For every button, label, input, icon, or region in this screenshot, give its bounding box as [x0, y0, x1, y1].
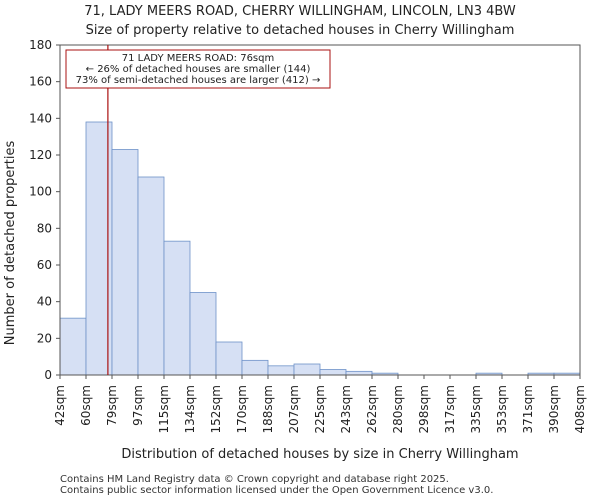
bar-243sqm — [345, 370, 373, 376]
annotation-line-1: 71 LADY MEERS ROAD: 76sqm — [122, 53, 274, 64]
bar-225sqm — [319, 369, 347, 376]
x-tick-label: 280sqm — [391, 385, 405, 433]
x-tick-label: 390sqm — [547, 385, 561, 433]
x-tick-label: 188sqm — [261, 385, 275, 433]
footer-line-1: Contains HM Land Registry data © Crown c… — [60, 474, 449, 485]
bar-42sqm — [59, 317, 87, 376]
y-tick-label: 60 — [37, 258, 52, 272]
x-tick-label: 97sqm — [131, 385, 145, 426]
annotation-line-3: 73% of semi-detached houses are larger (… — [76, 75, 321, 86]
y-ticks-group: 0 20 40 60 80 100 120 140 160 180 — [29, 38, 60, 382]
y-tick-label: 100 — [29, 185, 52, 199]
bar-79sqm — [111, 149, 139, 376]
y-tick-label: 160 — [29, 75, 52, 89]
chart-title: 71, LADY MEERS ROAD, CHERRY WILLINGHAM, … — [84, 4, 516, 19]
x-tick-label: 371sqm — [521, 385, 535, 433]
y-tick-label: 120 — [29, 148, 52, 162]
x-tick-label: 170sqm — [235, 385, 249, 433]
x-tick-label: 353sqm — [495, 385, 509, 433]
x-axis-label: Distribution of detached houses by size … — [121, 447, 518, 462]
bar-170sqm — [241, 359, 269, 376]
x-tick-label: 152sqm — [209, 385, 223, 433]
y-tick-label: 20 — [37, 331, 52, 345]
x-tick-label: 262sqm — [365, 385, 379, 433]
x-ticks-group: 42sqm 60sqm 79sqm 97sqm 115sqm 134sqm 152sqm 17… — [53, 375, 587, 433]
annotation-line-2: ← 26% of detached houses are smaller (14… — [86, 64, 311, 75]
annotation-box-border — [65, 49, 331, 89]
x-tick-label: 207sqm — [287, 385, 301, 433]
x-tick-label: 60sqm — [79, 385, 93, 426]
bar-188sqm — [267, 365, 295, 376]
x-tick-label: 134sqm — [183, 385, 197, 433]
y-axis-label: Number of detached properties — [3, 141, 18, 346]
x-tick-label: 335sqm — [469, 385, 483, 433]
y-tick-label: 40 — [37, 295, 52, 309]
x-tick-label: 243sqm — [339, 385, 353, 433]
annotation-box: 71 LADY MEERS ROAD: 76sqm ← 26% of detac… — [65, 49, 331, 89]
x-tick-label: 408sqm — [573, 385, 587, 433]
y-tick-label: 180 — [29, 38, 52, 52]
x-tick-label: 225sqm — [313, 385, 327, 433]
bar-134sqm — [189, 292, 217, 376]
x-tick-label: 115sqm — [157, 385, 171, 433]
x-tick-label: 298sqm — [417, 385, 431, 433]
bar-152sqm — [215, 341, 243, 376]
chart-subtitle: Size of property relative to detached ho… — [86, 23, 515, 38]
x-tick-label: 317sqm — [443, 385, 457, 433]
y-tick-label: 80 — [37, 221, 52, 235]
y-tick-label: 140 — [29, 111, 52, 125]
x-tick-label: 42sqm — [53, 385, 67, 426]
bar-207sqm — [293, 363, 321, 376]
footer-line-2: Contains public sector information licen… — [60, 485, 493, 496]
bars-group — [59, 121, 581, 376]
bar-115sqm — [163, 240, 191, 376]
x-tick-label: 79sqm — [105, 385, 119, 426]
plot-frame — [59, 44, 581, 376]
bar-97sqm — [137, 176, 165, 376]
y-tick-label: 0 — [44, 368, 52, 382]
